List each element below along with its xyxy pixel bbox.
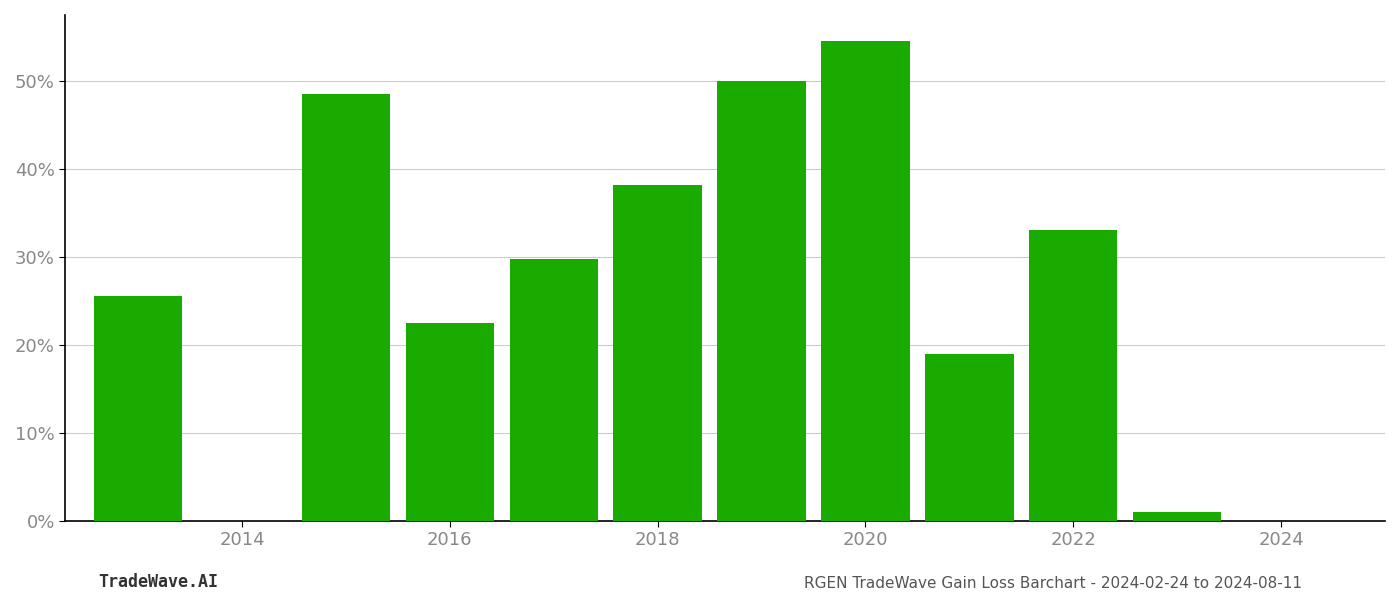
Bar [613, 185, 701, 521]
Bar [717, 81, 805, 521]
Text: TradeWave.AI: TradeWave.AI [98, 573, 218, 591]
Bar [406, 323, 494, 521]
Bar [1133, 512, 1221, 521]
Bar [94, 296, 182, 521]
Bar [301, 94, 391, 521]
Bar [925, 355, 1014, 521]
Bar [1029, 230, 1117, 521]
Text: RGEN TradeWave Gain Loss Barchart - 2024-02-24 to 2024-08-11: RGEN TradeWave Gain Loss Barchart - 2024… [804, 576, 1302, 591]
Bar [822, 41, 910, 521]
Bar [510, 259, 598, 521]
